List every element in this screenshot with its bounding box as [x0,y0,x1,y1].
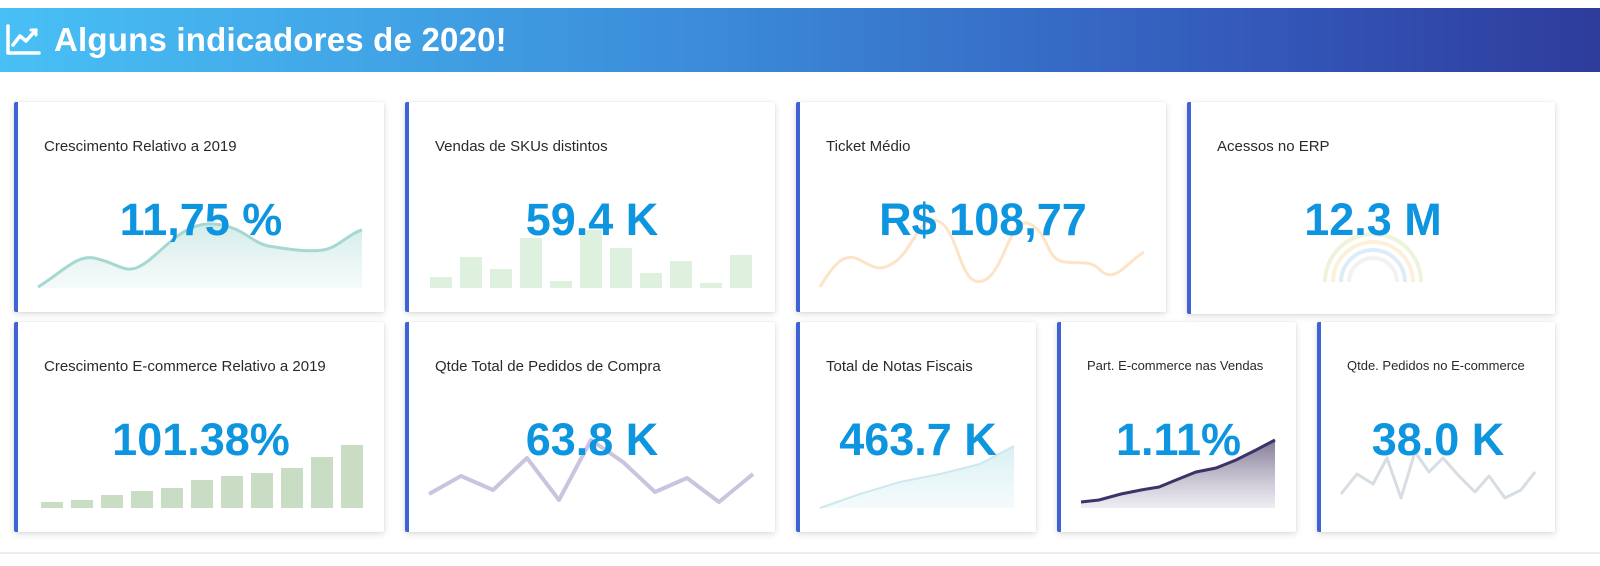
sparkline-area [1080,438,1276,508]
card-title: Qtde Total de Pedidos de Compra [435,358,661,375]
page-header: Alguns indicadores de 2020! [0,8,1600,72]
card-title: Crescimento Relativo a 2019 [44,138,237,155]
trend-chart-icon [6,24,41,55]
card-value: 59.4 K [525,194,659,245]
kpi-card-ticket[interactable]: Ticket Médio R$ 108,77 [796,102,1166,312]
kpi-card-crescimento[interactable]: Crescimento Relativo a 2019 11,75 % [14,102,384,312]
card-value: 101.38% [112,414,290,465]
sparkline-bars [41,445,363,508]
card-title: Part. E-commerce nas Vendas [1087,358,1264,373]
card-title: Acessos no ERP [1217,138,1330,155]
card-value: 12.3 M [1304,194,1442,245]
card-value: 11,75 % [119,194,283,245]
kpi-card-pedidos-ecommerce[interactable]: Qtde. Pedidos no E-commerce 38.0 K [1317,322,1555,532]
sparkline-line [428,438,755,504]
sparkline-line [1339,450,1537,500]
kpi-card-pedidos-compra[interactable]: Qtde Total de Pedidos de Compra 63.8 K [405,322,775,532]
kpi-card-notas-fiscais[interactable]: Total de Notas Fiscais 463.7 K [796,322,1036,532]
kpi-card-part-ecommerce[interactable]: Part. E-commerce nas Vendas 1.11% [1057,322,1296,532]
page-title: Alguns indicadores de 2020! [54,21,507,58]
card-title: Vendas de SKUs distintos [435,138,608,155]
kpi-card-acessos[interactable]: Acessos no ERP 12.3 M [1187,102,1555,314]
sparkline-line [818,218,1145,288]
card-value: 63.8 K [525,414,659,465]
kpi-card-ecommerce-crescimento[interactable]: Crescimento E-commerce Relativo a 2019 1… [14,322,384,532]
card-value: 1.11% [1115,414,1242,465]
sparkline-bars [430,230,752,288]
sparkline-area [819,445,1015,509]
card-title: Crescimento E-commerce Relativo a 2019 [44,358,326,375]
card-title: Total de Notas Fiscais [826,358,973,375]
kpi-card-skus[interactable]: Vendas de SKUs distintos 59.4 K [405,102,775,312]
card-value: R$ 108,77 [879,194,1087,245]
card-value: 463.7 K [839,414,997,465]
card-title: Qtde. Pedidos no E-commerce [1347,358,1525,373]
sparkline-area [37,222,363,289]
card-title: Ticket Médio [826,138,911,155]
divider [0,552,1600,554]
card-value: 38.0 K [1371,414,1505,465]
rainbow-gauge-icon [1323,232,1423,283]
